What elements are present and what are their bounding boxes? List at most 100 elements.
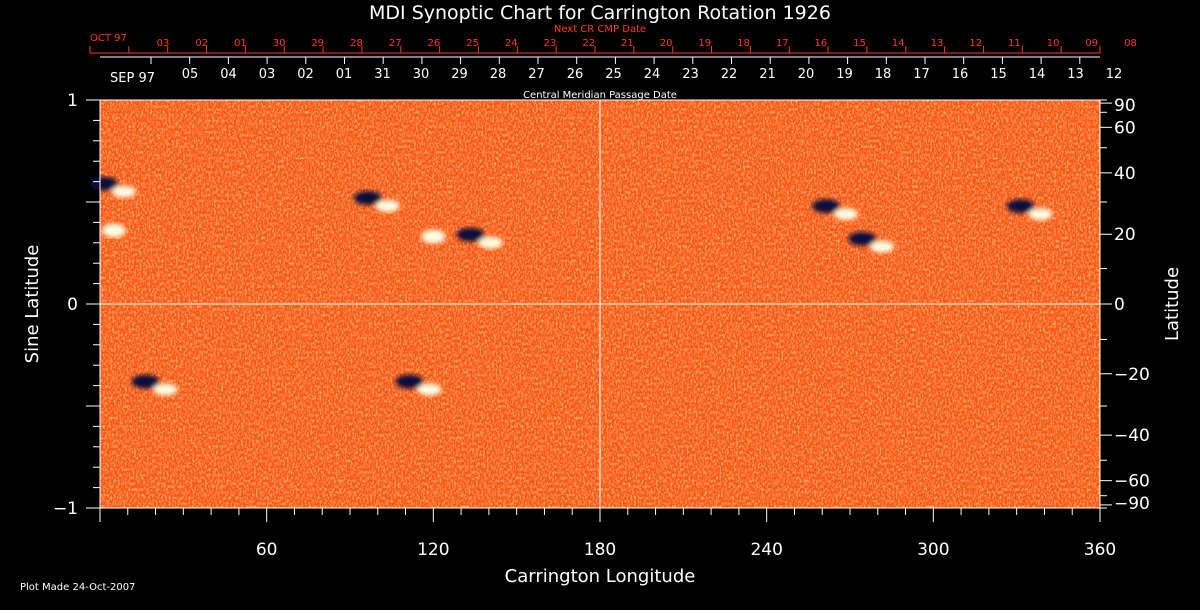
region-positive [421, 229, 446, 244]
region-positive [1028, 208, 1053, 221]
region-positive [375, 200, 400, 212]
next-axis-date: 09 [1085, 38, 1098, 49]
active-region [89, 176, 136, 198]
lat-tick-label: −20 [1114, 365, 1150, 385]
region-positive [101, 223, 126, 238]
region-negative [848, 231, 877, 246]
cmp-axis-date: 27 [528, 67, 545, 82]
cmp-axis-date: 25 [605, 67, 622, 82]
next-cr-date-axis: Next CR CMP Date OCT 97 03 02 01 30 29 28 27 26 25… [89, 24, 1137, 54]
cmp-axis-date: 14 [1029, 67, 1046, 82]
active-region [101, 223, 126, 238]
grid-lines [100, 100, 1100, 508]
next-axis-title: Next CR CMP Date [554, 24, 646, 35]
cmp-axis-date: 12 [1106, 67, 1123, 82]
active-region [395, 374, 442, 396]
x-tick-label: 240 [750, 540, 782, 560]
region-positive [417, 383, 442, 396]
next-axis-date: 18 [737, 38, 750, 49]
next-axis-date: 10 [1047, 38, 1060, 49]
lat-tick-label: 0 [1114, 295, 1125, 315]
cmp-axis-date: 04 [220, 67, 237, 82]
next-axis-date: 21 [621, 38, 634, 49]
next-axis-date: 16 [815, 38, 828, 49]
lat-tick-label: 40 [1114, 164, 1136, 184]
x-tick-label: 60 [256, 540, 278, 560]
cmp-axis-date: 17 [913, 67, 930, 82]
cmp-axis-date: 26 [567, 67, 584, 82]
active-region [456, 227, 503, 249]
y-axis-left: 1 0 −1 [53, 91, 100, 519]
next-axis-date: 11 [1008, 38, 1021, 49]
active-region [131, 374, 178, 396]
active-region [353, 191, 400, 212]
cmp-axis-date: 19 [836, 67, 853, 82]
y-tick-label: 0 [67, 295, 78, 315]
cmp-axis-title: Central Meridian Passage Date [523, 90, 677, 101]
next-axis-date: 30 [273, 38, 286, 49]
next-axis-date: 08 [1124, 38, 1137, 49]
next-axis-date: 23 [544, 38, 557, 49]
active-region [848, 231, 895, 253]
cmp-axis-date: 20 [798, 67, 815, 82]
next-axis-date: 19 [698, 38, 711, 49]
y2-axis-title: Latitude [1162, 267, 1183, 341]
lat-tick-label: −60 [1114, 472, 1150, 492]
cmp-axis-date: 31 [374, 67, 391, 82]
next-axis-date: 14 [892, 38, 905, 49]
chart-title: MDI Synoptic Chart for Carrington Rotati… [369, 2, 831, 24]
next-axis-date: 01 [234, 38, 247, 49]
active-region [421, 229, 446, 244]
next-axis-date: 15 [853, 38, 866, 49]
x-tick-label: 180 [584, 540, 616, 560]
next-axis-date: 29 [311, 38, 324, 49]
lat-tick-label: −90 [1114, 494, 1150, 514]
x-axis-title: Carrington Longitude [505, 566, 696, 587]
cmp-axis-month: SEP 97 [110, 71, 155, 86]
cmp-axis-date: 22 [721, 67, 738, 82]
next-axis-month: OCT 97 [90, 33, 127, 44]
next-axis-date: 20 [660, 38, 673, 49]
region-negative [1006, 199, 1035, 214]
region-negative [131, 374, 160, 389]
x-tick-label: 120 [417, 540, 449, 560]
region-positive [153, 383, 178, 396]
cmp-date-axis: SEP 97 05 04 03 02 01 31 30 29 28 27 26 25 24 23 22 21 20… [100, 56, 1123, 101]
next-axis-date: 26 [428, 38, 441, 49]
cmp-axis-date: 13 [1067, 67, 1084, 82]
cmp-axis-date: 23 [682, 67, 699, 82]
y-axis-title: Sine Latitude [22, 245, 43, 364]
cmp-axis-date: 03 [259, 67, 276, 82]
x-axis: 60 120 180 240 300 360 [99, 508, 1116, 560]
next-axis-date: 12 [969, 38, 982, 49]
next-axis-date: 25 [466, 38, 479, 49]
region-negative [812, 199, 841, 214]
magnetogram-map [89, 99, 1101, 509]
y-tick-label: 1 [67, 91, 78, 111]
cmp-axis-date: 15 [990, 67, 1007, 82]
y-tick-label: −1 [53, 499, 78, 519]
x-tick-label: 300 [917, 540, 949, 560]
cmp-axis-date: 05 [182, 67, 199, 82]
next-axis-date: 13 [931, 38, 944, 49]
region-positive [870, 240, 895, 253]
cmp-axis-date: 29 [451, 67, 468, 82]
lat-tick-label: −40 [1114, 426, 1150, 446]
region-positive [478, 236, 503, 249]
region-positive [834, 208, 859, 221]
region-negative [395, 374, 424, 389]
cmp-axis-date: 18 [875, 67, 892, 82]
active-regions [89, 176, 1053, 396]
next-axis-date: 22 [582, 38, 595, 49]
active-region [812, 199, 859, 221]
lat-tick-label: 60 [1114, 118, 1136, 138]
next-axis-date: 28 [350, 38, 363, 49]
cmp-axis-date: 28 [490, 67, 507, 82]
lat-tick-label: 20 [1114, 225, 1136, 245]
next-axis-date: 02 [195, 38, 208, 49]
cmp-axis-date: 02 [297, 67, 314, 82]
active-region [1006, 199, 1053, 221]
next-axis-date: 24 [505, 38, 518, 49]
